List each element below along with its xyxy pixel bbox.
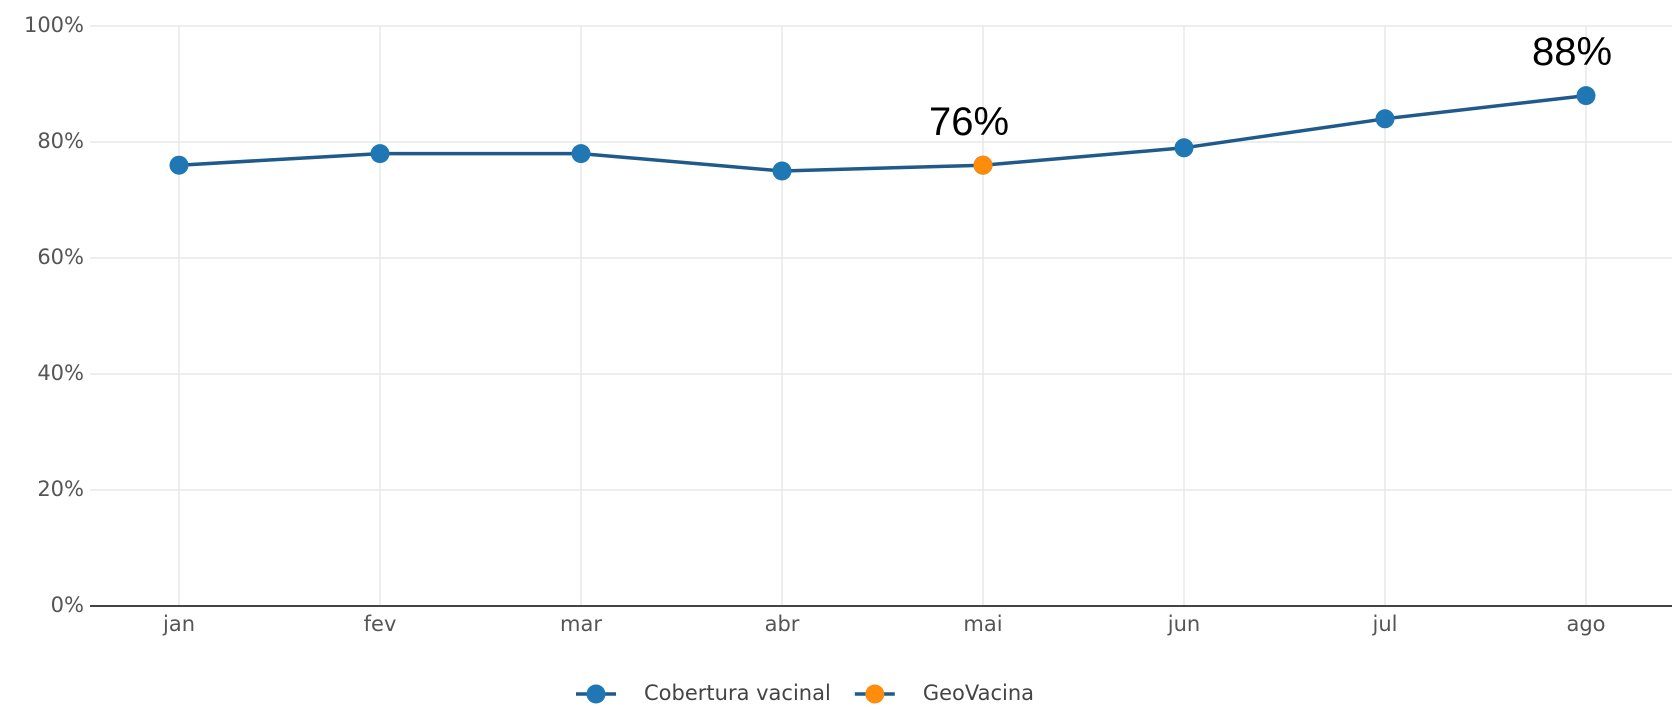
x-tick-label: jun bbox=[1167, 612, 1200, 636]
legend-label: Cobertura vacinal bbox=[644, 681, 831, 705]
x-tick-label: mai bbox=[963, 612, 1002, 636]
series-line bbox=[178, 93, 1587, 173]
y-tick-label: 40% bbox=[37, 361, 84, 385]
data-point bbox=[1576, 86, 1596, 106]
data-point bbox=[1375, 109, 1395, 129]
y-tick-label: 60% bbox=[37, 245, 84, 269]
x-tick-label: fev bbox=[364, 612, 397, 636]
x-tick-label: mar bbox=[560, 612, 602, 636]
data-point bbox=[370, 144, 390, 164]
data-point bbox=[571, 144, 591, 164]
data-point bbox=[973, 155, 993, 175]
x-tick-label: jul bbox=[1372, 612, 1398, 636]
x-tick-label: abr bbox=[765, 612, 800, 636]
legend-marker bbox=[865, 684, 885, 704]
data-point bbox=[772, 161, 792, 181]
data-point bbox=[1174, 138, 1194, 158]
legend-marker bbox=[586, 684, 606, 704]
y-tick-label: 80% bbox=[37, 129, 84, 153]
y-tick-label: 0% bbox=[51, 593, 84, 617]
y-tick-label: 20% bbox=[37, 477, 84, 501]
value-label: 88% bbox=[1532, 30, 1612, 74]
x-tick-label: jan bbox=[162, 612, 195, 636]
legend-label: GeoVacina bbox=[923, 681, 1034, 705]
value-label: 76% bbox=[929, 100, 1009, 144]
y-tick-label: 100% bbox=[24, 13, 84, 37]
x-tick-label: ago bbox=[1566, 612, 1605, 636]
data-point bbox=[169, 155, 189, 175]
